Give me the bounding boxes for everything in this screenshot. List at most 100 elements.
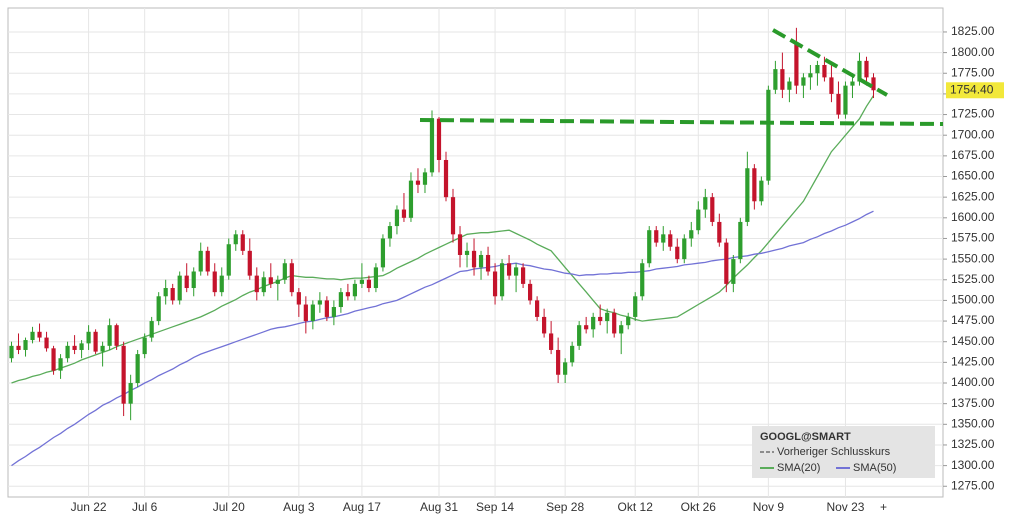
candle-body — [591, 316, 596, 330]
candle-body — [759, 180, 764, 202]
x-tick-label: Aug 31 — [420, 500, 458, 514]
candle-body — [226, 244, 231, 276]
candle-body — [626, 316, 631, 326]
candle-body — [296, 292, 301, 305]
candle-body — [9, 345, 14, 359]
candle-body — [198, 250, 203, 272]
candle-body — [184, 275, 189, 289]
candle-body — [72, 345, 77, 350]
sma-line — [11, 210, 874, 467]
candle-body — [58, 358, 63, 371]
candle-body — [661, 234, 666, 243]
sma-line — [11, 95, 875, 384]
candle-body — [93, 331, 98, 352]
y-tick-label: 1375.00 — [951, 396, 995, 410]
candle-body — [401, 209, 407, 218]
y-tick-label: 1650.00 — [951, 169, 995, 183]
x-tick-label: Jun 22 — [71, 500, 107, 514]
last-price-label: 1754.40 — [950, 82, 994, 96]
candle-body — [44, 337, 49, 349]
grid — [8, 8, 943, 497]
candle-body — [317, 300, 322, 305]
candle-body — [682, 238, 687, 260]
candle-body — [254, 275, 259, 293]
candle-body — [612, 312, 617, 334]
legend-label: Vorheriger Schlusskurs — [777, 446, 891, 458]
resistance-trendline — [772, 28, 888, 97]
candle-body — [387, 226, 393, 239]
y-tick-label: 1425.00 — [951, 355, 995, 369]
candle-body — [527, 283, 533, 301]
candle-body — [724, 242, 729, 284]
y-tick-label: 1500.00 — [951, 293, 995, 307]
x-tick-label: Jul 6 — [132, 500, 158, 514]
candle-body — [499, 263, 505, 297]
x-tick-label: Aug 17 — [343, 500, 381, 514]
candle-body — [86, 331, 91, 344]
candle-body — [801, 77, 806, 86]
candle-body — [647, 230, 652, 264]
candle-body — [689, 230, 694, 239]
candle-body — [142, 337, 147, 355]
candle-body — [121, 345, 126, 404]
candle-body — [429, 118, 435, 173]
candle-body — [485, 254, 491, 272]
x-tick-label: Nov 23 — [826, 500, 864, 514]
legend-label: SMA(20) — [777, 462, 820, 474]
candle-body — [577, 325, 582, 346]
candle-body — [605, 312, 610, 322]
add-marker[interactable]: + — [880, 500, 887, 514]
x-tick-label: Nov 9 — [753, 500, 785, 514]
candle-body — [37, 331, 42, 338]
candle-body — [563, 362, 568, 375]
candle-body — [135, 354, 140, 384]
candle-body — [282, 263, 287, 280]
candle-body — [30, 331, 35, 341]
candle-body — [163, 288, 168, 297]
candle-body — [871, 77, 876, 91]
candle-body — [79, 343, 84, 350]
candle-body — [65, 345, 70, 359]
candle-body — [633, 296, 638, 317]
candle-body — [471, 250, 477, 268]
candle-body — [177, 275, 182, 301]
candle-body — [247, 250, 252, 276]
candle-body — [864, 60, 869, 78]
y-tick-label: 1300.00 — [951, 458, 995, 472]
candle-body — [520, 267, 526, 284]
candle-body — [450, 197, 456, 235]
candle-body — [675, 246, 680, 260]
candle-body — [857, 60, 862, 82]
legend: GOOGL@SMART Vorheriger Schlusskurs — [752, 426, 935, 478]
legend-box — [752, 426, 935, 478]
candle-body — [233, 234, 238, 245]
candle-body — [359, 279, 365, 284]
candle-body — [114, 325, 119, 346]
candle-body — [16, 345, 21, 350]
support-trendline — [419, 118, 944, 126]
candle-body — [556, 349, 561, 375]
y-tick-label: 1675.00 — [951, 148, 995, 162]
y-tick-label: 1450.00 — [951, 334, 995, 348]
candle-body — [156, 296, 161, 322]
candle-body — [815, 64, 820, 74]
y-tick-label: 1775.00 — [951, 65, 995, 79]
candle-body — [780, 69, 785, 90]
x-tick-label: Okt 26 — [681, 500, 717, 514]
x-tick-label: Jul 20 — [213, 500, 245, 514]
candle-body — [731, 259, 736, 284]
candle-body — [829, 77, 834, 94]
candle-body — [303, 304, 308, 322]
y-tick-label: 1275.00 — [951, 478, 995, 492]
candle-body — [128, 383, 133, 404]
candle-body — [822, 64, 827, 78]
candle-body — [773, 69, 778, 90]
candle-body — [654, 230, 659, 243]
candle-body — [542, 316, 547, 334]
candle-body — [570, 345, 575, 363]
candle-body — [205, 250, 210, 272]
candle-body — [843, 85, 848, 115]
candle-body — [408, 180, 414, 218]
candle-body — [352, 283, 358, 297]
